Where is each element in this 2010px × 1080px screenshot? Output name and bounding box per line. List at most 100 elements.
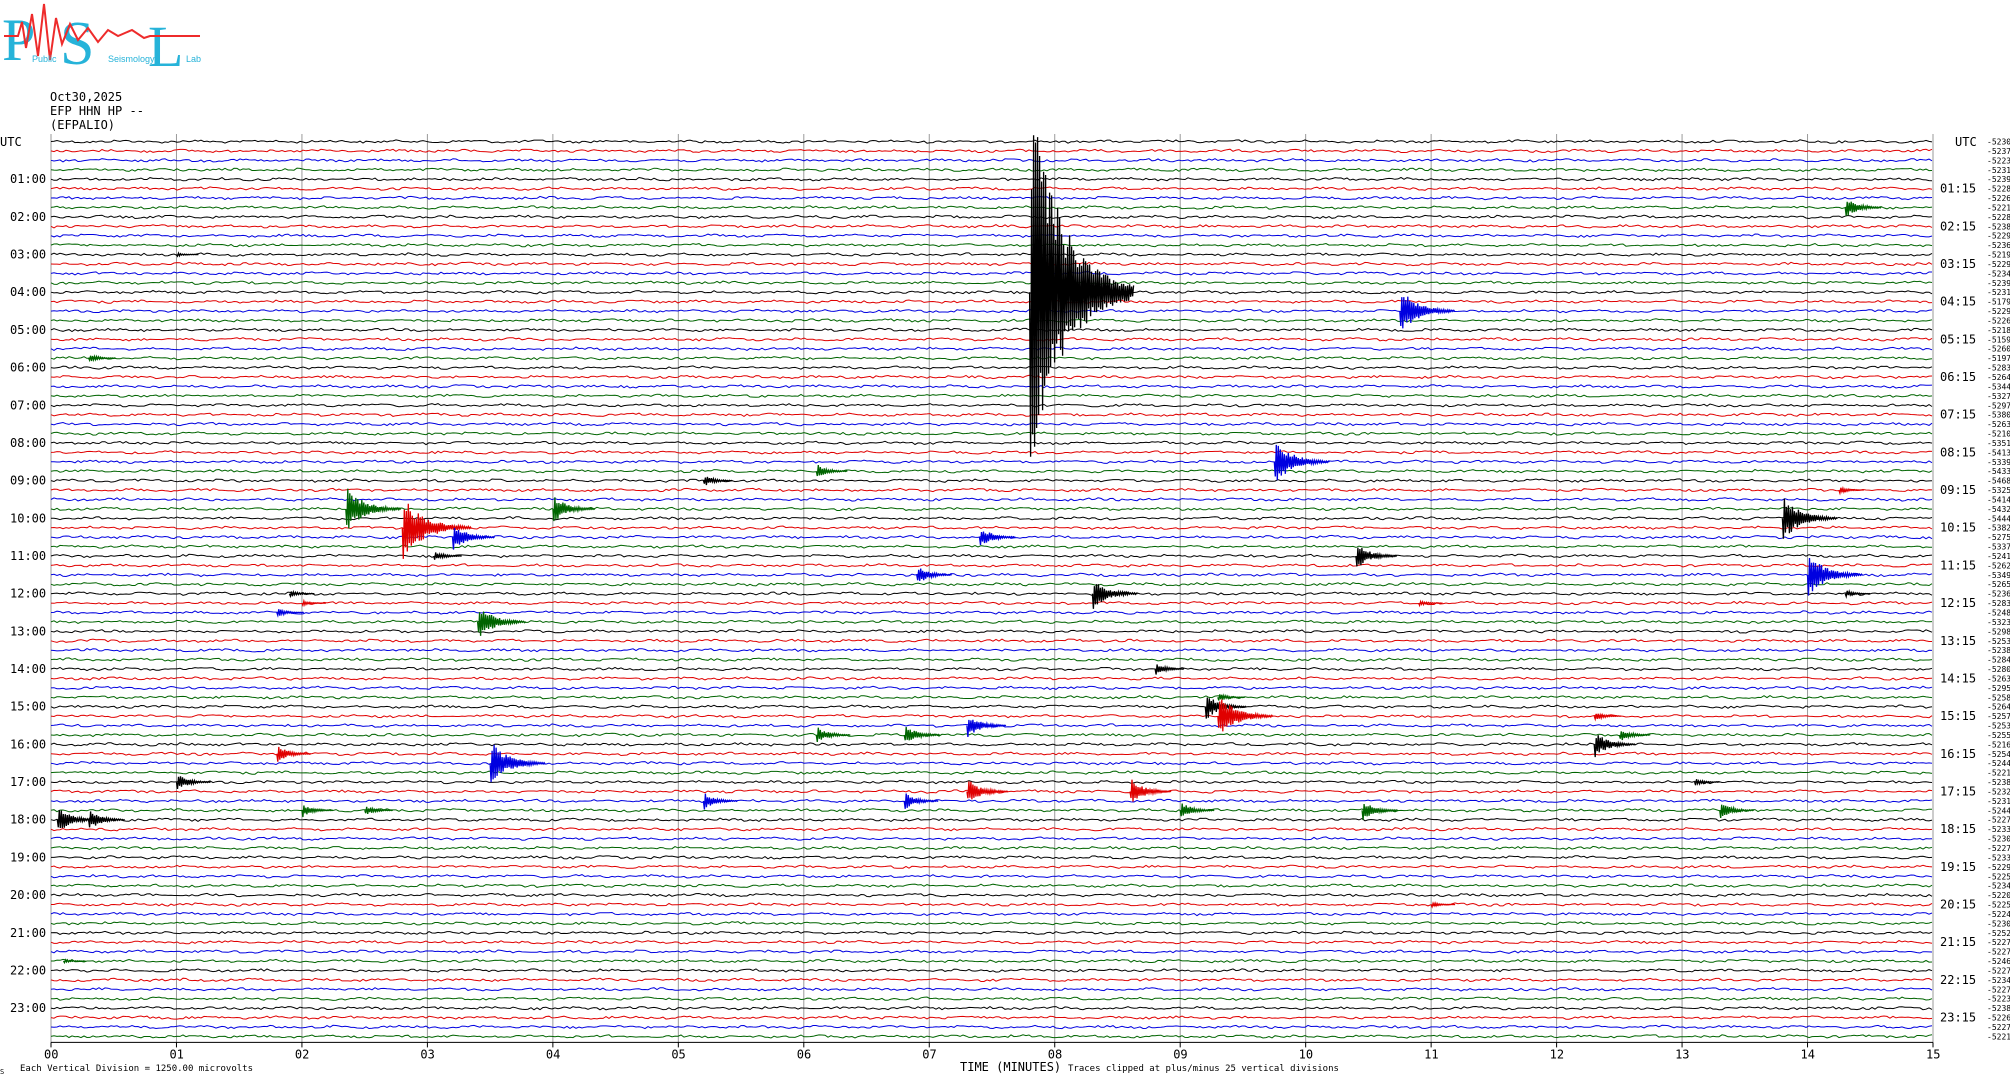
trace-line	[50, 365, 1933, 370]
x-tick-label: 10	[1299, 1047, 1313, 1061]
right-hour-label: 17:15	[1940, 784, 1976, 798]
trace-offset-label: -5231	[1987, 797, 2010, 806]
seismic-event	[288, 589, 315, 599]
seismic-event	[1781, 498, 1838, 539]
trace-offset-label: -5238	[1987, 646, 2010, 655]
logo-letter-s: S	[60, 10, 94, 72]
trace-offset-label: -5179	[1987, 298, 2010, 307]
right-hour-label: 16:15	[1940, 747, 1976, 761]
trace-offset-label: -5225	[1987, 872, 2010, 881]
trace-line	[50, 1024, 1933, 1030]
trace-line	[50, 704, 1933, 709]
seismic-event	[175, 251, 199, 258]
seismic-event	[276, 746, 312, 762]
right-hour-label: 02:15	[1940, 219, 1976, 233]
trace-offset-label: -5238	[1987, 778, 2010, 787]
left-hour-label: 02:00	[10, 210, 46, 224]
trace-offset-label: -5226	[1987, 1014, 2010, 1023]
trace-offset-label: -5264	[1987, 703, 2010, 712]
trace-line	[50, 666, 1933, 672]
right-hour-label: 08:15	[1940, 445, 1976, 459]
left-hour-label: 01:00	[10, 172, 46, 186]
left-hour-label: 22:00	[10, 963, 46, 977]
trace-offset-label: -5468	[1987, 477, 2010, 486]
trace-line	[50, 384, 1933, 389]
trace-line	[50, 619, 1933, 625]
right-hour-label: 04:15	[1940, 295, 1976, 309]
left-hour-label: 18:00	[10, 813, 46, 827]
seismic-events	[56, 135, 1882, 965]
trace-line	[50, 836, 1933, 841]
trace-line	[50, 977, 1933, 983]
right-hour-label: 10:15	[1940, 521, 1976, 535]
trace-line	[50, 506, 1932, 512]
trace-line	[50, 214, 1933, 220]
right-hour-label: 19:15	[1940, 860, 1976, 874]
trace-line	[50, 732, 1933, 738]
trace-line	[50, 186, 1933, 191]
trace-line	[50, 657, 1933, 662]
trace-line	[50, 148, 1933, 154]
trace-offset-label: -5263	[1987, 674, 2010, 683]
x-tick-label: 08	[1048, 1047, 1062, 1061]
trace-offset-label: -5239	[1987, 279, 2010, 288]
trace-line	[50, 195, 1933, 201]
trace-offset-label: -5280	[1987, 665, 2010, 674]
trace-offset-label: -5339	[1987, 458, 2010, 467]
x-tick-label: 15	[1926, 1047, 1940, 1061]
trace-line	[50, 139, 1933, 144]
left-hour-label: 10:00	[10, 511, 46, 525]
seismic-event	[489, 744, 546, 783]
trace-offset-label: -5221	[1987, 1032, 2010, 1041]
trace-offset-label: -5159	[1987, 335, 2010, 344]
seismic-event	[815, 465, 848, 477]
trace-line	[50, 374, 1933, 380]
trace-line	[50, 996, 1933, 1001]
trace-line	[50, 1005, 1933, 1011]
trace-offset-label: -5344	[1987, 382, 2010, 391]
left-axis-title: UTC	[0, 135, 22, 149]
trace-offset-label: -5253	[1987, 637, 2010, 646]
seismic-event	[1806, 557, 1863, 596]
trace-line	[50, 289, 1933, 295]
seismic-event	[301, 805, 334, 818]
chart-date: Oct30,2025	[50, 90, 123, 104]
seismic-traces	[50, 139, 1933, 1039]
trace-line	[50, 779, 1933, 785]
trace-offset-label: -5226	[1987, 194, 2010, 203]
trace-offset-label: -5297	[1987, 401, 2010, 410]
trace-offset-label: -5226	[1987, 316, 2010, 325]
trace-line	[50, 563, 1933, 568]
trace-offset-label: -5265	[1987, 580, 2010, 589]
seismic-event	[476, 611, 527, 636]
right-hour-label: 14:15	[1940, 671, 1976, 685]
logo-word-public: Public	[32, 54, 57, 64]
trace-offset-label: -5228	[1987, 185, 2010, 194]
trace-offset-label: -5238	[1987, 1004, 2010, 1013]
trace-line	[50, 968, 1933, 973]
seismic-event	[1217, 699, 1274, 732]
trace-offset-label: -5236	[1987, 241, 2010, 250]
trace-offset-label: -5227	[1987, 985, 2010, 994]
trace-line	[50, 826, 1933, 832]
trace-line	[50, 591, 1933, 596]
trace-offset-label: -5227	[1987, 966, 2010, 975]
trace-line	[50, 610, 1933, 615]
channel-code: EFP HHN HP --	[50, 104, 144, 118]
right-hour-label: 01:15	[1940, 182, 1976, 196]
seismic-event	[1028, 135, 1135, 457]
x-tick-label: 06	[797, 1047, 811, 1061]
seismic-event	[62, 958, 86, 965]
left-hour-label: 07:00	[10, 398, 46, 412]
seismic-event	[451, 527, 495, 550]
trace-line	[50, 845, 1933, 851]
trace-line	[50, 440, 1933, 446]
right-hour-label: 12:15	[1940, 596, 1976, 610]
seismic-event	[401, 503, 472, 559]
trace-offset-label: -5229	[1987, 260, 2010, 269]
left-hour-label: 11:00	[10, 549, 46, 563]
trace-line	[51, 902, 1933, 907]
trace-offset-label: -5432	[1987, 505, 2010, 514]
seismic-event	[1399, 296, 1456, 329]
x-tick-label: 04	[546, 1047, 560, 1061]
